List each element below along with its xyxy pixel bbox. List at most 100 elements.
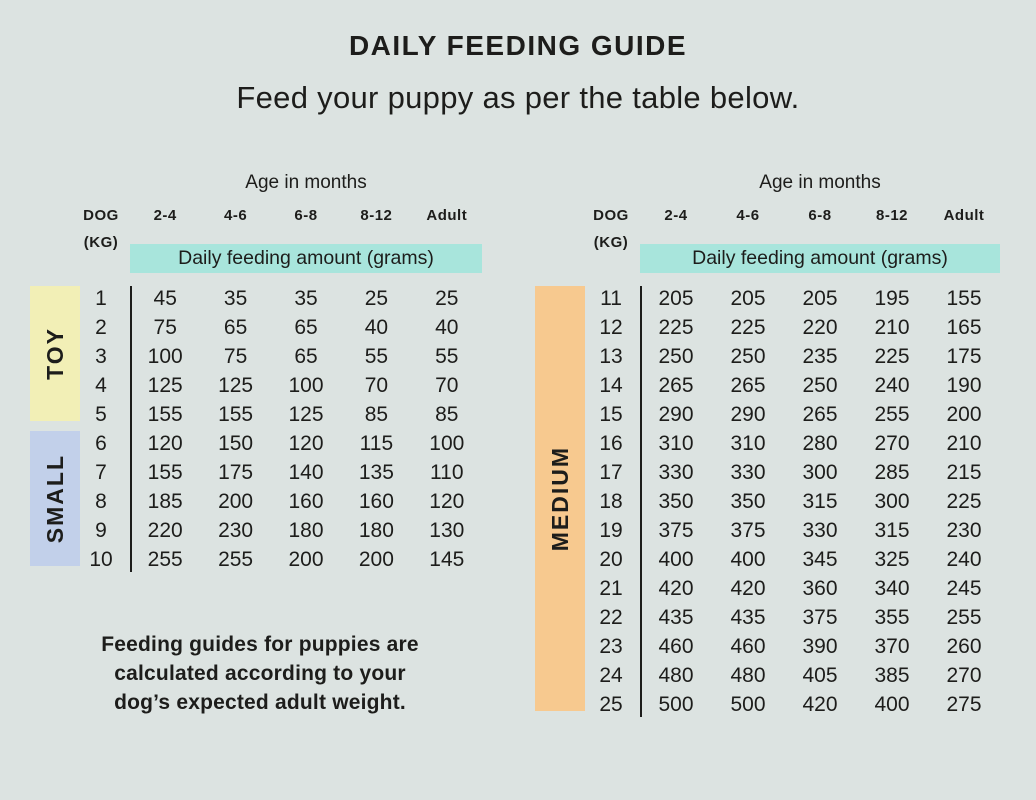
feeding-table-medium: Age in months DOG 2-4 4-6 6-8 8-12 Adult (KG) Da… [532,170,1000,725]
feeding-amount-cell: 40 [364,316,389,339]
table-row: 1 45 35 35 25 25 [22,284,482,313]
feeding-amount-cell: 35 [223,287,248,310]
feeding-amount-cell: 145 [429,548,465,571]
feeding-amount-cell: 210 [874,316,910,339]
age-column-header: 8-12 [875,207,909,224]
dog-weight-cell: 5 [95,403,107,426]
table-row: 8 185 200 160 160 120 [22,487,482,516]
feeding-amount-cell: 135 [358,461,394,484]
footer-note-line: dog’s expected adult weight. [114,691,406,714]
dog-weight-cell: 6 [95,432,107,455]
table-row: 7 155 175 140 135 110 [22,458,482,487]
header-spacer [532,207,582,224]
size-group-label-text: SMALL [41,453,68,544]
feeding-amount-cell: 340 [874,577,910,600]
feeding-amount-cell: 270 [874,432,910,455]
feeding-amount-cell: 460 [658,635,694,658]
feeding-amount-cell: 185 [147,490,183,513]
table-row: 15 290 290 265 255 200 [532,400,1000,429]
feeding-amount-cell: 500 [658,693,694,716]
feeding-amount-cell: 155 [218,403,254,426]
feeding-amount-cell: 275 [946,693,982,716]
age-column-header: 4-6 [224,207,248,224]
table-row: 14 265 265 250 240 190 [532,371,1000,400]
dog-weight-cell: 22 [599,606,623,629]
feeding-amount-cell: 255 [874,403,910,426]
dog-weight-cell: 13 [599,345,623,368]
feeding-amount-cell: 260 [946,635,982,658]
feeding-amount-cell: 205 [730,287,766,310]
dog-weight-cell: 4 [95,374,107,397]
feeding-amount-cell: 435 [658,606,694,629]
feeding-amount-cell: 255 [946,606,982,629]
dog-weight-cell: 12 [599,316,623,339]
dog-weight-cell: 8 [95,490,107,513]
size-group-label-medium: MEDIUM [535,286,585,711]
feeding-amount-cell: 100 [429,432,465,455]
kg-unit-label: (KG) [593,234,629,251]
feeding-amount-cell: 115 [359,432,394,455]
age-column-header: Adult [426,207,468,224]
feeding-amount-cell: 65 [294,345,318,368]
dog-weight-cell: 9 [95,519,107,542]
size-group-label-small: SMALL [30,431,80,566]
dog-column-header: DOG [83,207,119,224]
feeding-amount-cell: 155 [946,287,982,310]
feeding-amount-cell: 55 [435,345,459,368]
feeding-amount-cell: 200 [288,548,324,571]
units-banner: Daily feeding amount (grams) [640,244,1000,273]
feeding-amount-cell: 75 [153,316,177,339]
feeding-amount-cell: 375 [730,519,766,542]
dog-weight-cell: 7 [95,461,107,484]
feeding-amount-cell: 370 [874,635,910,658]
table-row: 18 350 350 315 300 225 [532,487,1000,516]
table-row: 21 420 420 360 340 245 [532,574,1000,603]
age-column-header: Adult [943,207,985,224]
feeding-amount-cell: 420 [730,577,766,600]
feeding-amount-cell: 265 [802,403,838,426]
feeding-amount-cell: 480 [730,664,766,687]
table-row: 12 225 225 220 210 165 [532,313,1000,342]
table-body: MEDIUM 11 205 205 205 195 155 12 225 225 220 210 165… [532,284,1000,719]
dog-weight-cell: 17 [599,461,623,484]
feeding-amount-cell: 65 [223,316,248,339]
feeding-amount-cell: 400 [730,548,766,571]
feeding-amount-cell: 175 [218,461,254,484]
feeding-amount-cell: 160 [358,490,394,513]
feeding-amount-cell: 375 [658,519,694,542]
feeding-amount-cell: 290 [730,403,766,426]
feeding-amount-cell: 310 [730,432,766,455]
feeding-amount-cell: 100 [147,345,183,368]
table-row: 19 375 375 330 315 230 [532,516,1000,545]
dog-weight-cell: 14 [599,374,623,397]
column-divider-line [130,286,132,572]
dog-weight-cell: 15 [599,403,623,426]
feeding-amount-cell: 225 [946,490,982,513]
feeding-amount-cell: 210 [946,432,982,455]
feeding-amount-cell: 155 [147,403,183,426]
kg-unit-label: (KG) [83,234,119,251]
feeding-amount-cell: 200 [358,548,394,571]
feeding-amount-cell: 160 [288,490,324,513]
feeding-amount-cell: 500 [730,693,766,716]
feeding-amount-cell: 120 [288,432,324,455]
table-row: 11 205 205 205 195 155 [532,284,1000,313]
feeding-amount-cell: 245 [946,577,982,600]
header-spacer [22,207,72,224]
feeding-amount-cell: 200 [218,490,254,513]
feeding-amount-cell: 435 [730,606,766,629]
table-row: 5 155 155 125 85 85 [22,400,482,429]
table-row: 16 310 310 280 270 210 [532,429,1000,458]
page-subtitle: Feed your puppy as per the table below. [236,80,800,115]
feeding-amount-cell: 250 [658,345,694,368]
feeding-amount-cell: 100 [288,374,324,397]
feeding-amount-cell: 310 [658,432,694,455]
dog-column-header: DOG [593,207,629,224]
feeding-amount-cell: 165 [946,316,982,339]
feeding-amount-cell: 420 [658,577,694,600]
feeding-amount-cell: 330 [658,461,694,484]
feeding-amount-cell: 220 [147,519,183,542]
footer-note-line: calculated according to your [114,662,406,685]
feeding-amount-cell: 290 [658,403,694,426]
